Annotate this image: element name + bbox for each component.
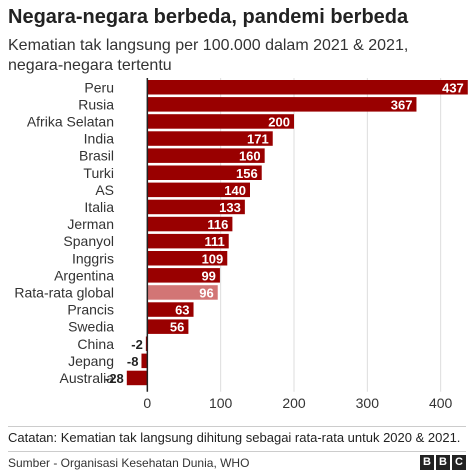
x-tick-label: 400	[429, 395, 453, 411]
bar	[147, 233, 229, 249]
x-tick-label: 100	[209, 395, 233, 411]
category-label: Italia	[84, 199, 114, 215]
value-label: 200	[268, 114, 290, 129]
category-label: Argentina	[54, 267, 114, 283]
bar	[147, 285, 218, 300]
chart-note: Catatan: Kematian tak langsung dihitung …	[8, 430, 461, 445]
value-label: -28	[105, 371, 124, 386]
footer-divider	[8, 451, 466, 452]
bar	[147, 80, 468, 95]
bar	[147, 216, 233, 232]
bars: Peru 437 Rusia 367 Afrika Selatan 200 India 171…	[14, 79, 468, 386]
category-label: Turki	[83, 165, 114, 181]
value-label: 160	[239, 149, 261, 164]
x-tick-label: 200	[282, 395, 306, 411]
chart-subtitle-line-1: Kematian tak langsung per 100.000 dalam …	[8, 37, 409, 54]
value-label: 96	[199, 285, 213, 300]
category-label: Afrika Selatan	[27, 113, 114, 129]
category-label: Swedia	[68, 319, 114, 335]
value-label: 140	[224, 183, 246, 198]
chart-subtitle-line-2: negara-negara tertentu	[8, 57, 172, 74]
value-label: 111	[204, 234, 224, 249]
bar	[147, 319, 189, 334]
value-label: -2	[131, 337, 143, 352]
bar	[147, 165, 262, 180]
value-label: 367	[391, 97, 413, 112]
category-label: Rusia	[78, 96, 114, 112]
value-label: 116	[207, 217, 228, 232]
category-label: Australia	[60, 370, 115, 386]
bar	[147, 114, 294, 129]
category-label: Spanyol	[63, 233, 114, 249]
chart-title: Negara-negara berbeda, pandemi berbeda	[8, 6, 409, 28]
value-label: 99	[201, 268, 215, 283]
bbc-logo-block-c: C	[452, 455, 466, 470]
bar	[147, 131, 273, 146]
bbc-logo: B B C	[420, 455, 466, 470]
note-divider	[8, 426, 466, 427]
axes: 0 100 200 300 400	[143, 78, 453, 411]
category-label: Brasil	[79, 148, 114, 164]
value-label: 156	[236, 166, 258, 181]
x-tick-label: 300	[356, 395, 380, 411]
category-label: Peru	[84, 79, 114, 95]
category-label: China	[77, 336, 114, 352]
value-label: 56	[170, 320, 184, 335]
bar	[147, 97, 417, 112]
value-label: 171	[247, 132, 269, 147]
bar	[147, 148, 265, 163]
x-tick-label: 0	[143, 395, 151, 411]
category-label: Jepang	[68, 353, 114, 369]
value-label: -8	[127, 354, 139, 369]
bar-chart: Peru 437 Rusia 367 Afrika Selatan 200 India 171…	[14, 78, 468, 411]
value-label: 109	[202, 251, 224, 266]
bar	[147, 268, 220, 283]
bar	[141, 353, 148, 369]
bar	[147, 251, 228, 266]
value-label: 63	[175, 303, 189, 318]
category-label: Inggris	[72, 250, 114, 266]
bar	[126, 370, 148, 386]
bar	[147, 182, 250, 198]
bbc-logo-block-b2: B	[436, 455, 450, 470]
category-label: India	[84, 131, 115, 147]
category-label: AS	[95, 182, 114, 198]
bar	[147, 199, 245, 215]
source-credit: Sumber - Organisasi Kesehatan Dunia, WHO	[8, 456, 250, 470]
category-label: Prancis	[67, 302, 114, 318]
chart-subtitle: Kematian tak langsung per 100.000 dalam …	[8, 36, 468, 76]
bar	[147, 302, 194, 317]
value-label: 437	[442, 80, 464, 95]
category-label: Rata-rata global	[14, 284, 114, 300]
bbc-logo-block-b1: B	[420, 455, 434, 470]
value-label: 133	[219, 200, 241, 215]
category-label: Jerman	[67, 216, 114, 232]
